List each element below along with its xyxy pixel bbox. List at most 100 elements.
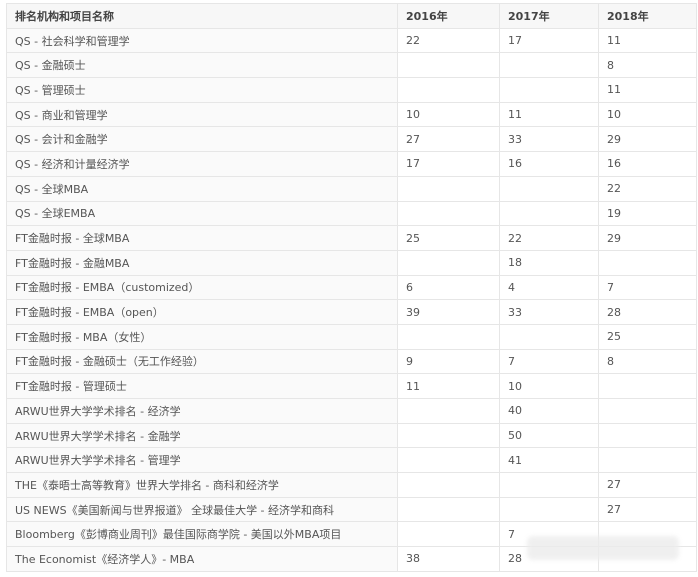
rank-2016-cell: 25 — [397, 225, 500, 251]
program-name-cell: QS - 金融硕士 — [6, 52, 398, 79]
program-name-cell: QS - 会计和金融学 — [6, 126, 398, 153]
rank-2018-cell: 25 — [598, 323, 697, 350]
rank-2018-cell — [598, 447, 697, 474]
rank-2018-cell — [598, 373, 697, 399]
program-name-cell: THE《泰晤士高等教育》世界大学排名 - 商科和经济学 — [6, 472, 398, 498]
program-name-cell: QS - 全球EMBA — [6, 200, 398, 227]
program-name-cell: Bloomberg《彭博商业周刊》最佳国际商学院 - 美国以外MBA项目 — [6, 521, 398, 548]
rank-2017-cell — [499, 77, 599, 103]
table-row: US NEWS《美国新闻与世界报道》 全球最佳大学 - 经济学和商科 27 — [6, 496, 697, 523]
rank-2018-cell: 7 — [598, 274, 697, 301]
rank-2016-cell — [397, 447, 500, 474]
program-name-cell: FT金融时报 - 管理硕士 — [6, 373, 398, 399]
rank-2016-cell: 22 — [397, 27, 500, 54]
rankings-table: 排名机构和项目名称 2016年 2017年 2018年 QS - 社会科学和管理… — [6, 3, 697, 572]
rank-2016-cell: 38 — [397, 546, 500, 572]
rank-2016-cell: 9 — [397, 348, 500, 375]
rank-2017-cell — [499, 175, 599, 202]
table-row: QS - 全球MBA 22 — [6, 175, 697, 202]
rank-2016-cell — [397, 175, 500, 202]
program-name-cell: FT金融时报 - 金融硕士（无工作经验） — [6, 348, 398, 375]
rank-2017-cell: 41 — [499, 447, 599, 474]
rank-2018-cell: 27 — [598, 496, 697, 523]
table-row: FT金融时报 - MBA（女性） 25 — [6, 323, 697, 350]
program-name-cell: FT金融时报 - EMBA（open） — [6, 299, 398, 325]
table-row: ARWU世界大学学术排名 - 管理学 41 — [6, 447, 697, 474]
rank-2016-cell: 10 — [397, 101, 500, 128]
rank-2016-cell — [397, 398, 500, 424]
program-name-cell: FT金融时报 - MBA（女性） — [6, 323, 398, 350]
rank-2016-cell — [397, 77, 500, 103]
rank-2016-cell — [397, 52, 500, 79]
rank-2016-cell: 17 — [397, 151, 500, 177]
rank-2018-cell: 10 — [598, 101, 697, 128]
program-name-cell: ARWU世界大学学术排名 - 金融学 — [6, 422, 398, 449]
rank-2016-cell: 6 — [397, 274, 500, 301]
rank-2017-cell: 4 — [499, 274, 599, 301]
table-row: QS - 社会科学和管理学 22 17 11 — [6, 27, 697, 54]
rank-2017-cell: 40 — [499, 398, 599, 424]
rank-2018-cell: 28 — [598, 299, 697, 325]
rank-2016-cell — [397, 496, 500, 523]
rank-2017-cell: 22 — [499, 225, 599, 251]
rank-2017-cell: 33 — [499, 126, 599, 153]
program-name-cell: QS - 经济和计量经济学 — [6, 151, 398, 177]
rank-2017-cell: 11 — [499, 101, 599, 128]
program-name-cell: ARWU世界大学学术排名 - 管理学 — [6, 447, 398, 474]
program-name-cell: QS - 社会科学和管理学 — [6, 27, 398, 54]
program-name-cell: QS - 商业和管理学 — [6, 101, 398, 128]
program-name-cell: FT金融时报 - 全球MBA — [6, 225, 398, 251]
rank-2018-cell: 29 — [598, 126, 697, 153]
rank-2018-cell: 8 — [598, 348, 697, 375]
table-row: QS - 管理硕士 11 — [6, 77, 697, 103]
rank-2017-cell: 18 — [499, 249, 599, 276]
header-2017: 2017年 — [499, 3, 599, 29]
rank-2017-cell: 33 — [499, 299, 599, 325]
rank-2017-cell: 17 — [499, 27, 599, 54]
table-row: ARWU世界大学学术排名 - 经济学 40 — [6, 398, 697, 424]
rank-2018-cell — [598, 422, 697, 449]
rank-2016-cell: 11 — [397, 373, 500, 399]
rank-2018-cell: 19 — [598, 200, 697, 227]
rank-2018-cell: 29 — [598, 225, 697, 251]
rank-2017-cell: 10 — [499, 373, 599, 399]
table-row: FT金融时报 - 金融MBA 18 — [6, 249, 697, 276]
watermark-blur — [527, 536, 679, 560]
rank-2016-cell: 27 — [397, 126, 500, 153]
table-row: QS - 商业和管理学 10 11 10 — [6, 101, 697, 128]
rank-2016-cell — [397, 249, 500, 276]
rank-2016-cell — [397, 422, 500, 449]
rank-2018-cell: 8 — [598, 52, 697, 79]
rank-2017-cell: 7 — [499, 348, 599, 375]
table-row: FT金融时报 - 管理硕士 11 10 — [6, 373, 697, 399]
rank-2018-cell — [598, 249, 697, 276]
rank-2016-cell — [397, 200, 500, 227]
program-name-cell: QS - 管理硕士 — [6, 77, 398, 103]
rank-2016-cell — [397, 472, 500, 498]
header-row: 排名机构和项目名称 2016年 2017年 2018年 — [6, 3, 697, 29]
program-name-cell: FT金融时报 - EMBA（customized） — [6, 274, 398, 301]
table-row: FT金融时报 - EMBA（open） 39 33 28 — [6, 299, 697, 325]
rank-2017-cell — [499, 200, 599, 227]
table-row: QS - 全球EMBA 19 — [6, 200, 697, 227]
table-row: FT金融时报 - 金融硕士（无工作经验） 9 7 8 — [6, 348, 697, 375]
header-2018: 2018年 — [598, 3, 697, 29]
table-row: QS - 经济和计量经济学 17 16 16 — [6, 151, 697, 177]
table-row: FT金融时报 - 全球MBA 25 22 29 — [6, 225, 697, 251]
rank-2018-cell: 27 — [598, 472, 697, 498]
rank-2018-cell: 16 — [598, 151, 697, 177]
header-program-name: 排名机构和项目名称 — [6, 3, 398, 29]
program-name-cell: US NEWS《美国新闻与世界报道》 全球最佳大学 - 经济学和商科 — [6, 496, 398, 523]
table-row: QS - 金融硕士 8 — [6, 52, 697, 79]
rank-2017-cell: 16 — [499, 151, 599, 177]
rank-2017-cell: 50 — [499, 422, 599, 449]
rank-2016-cell — [397, 521, 500, 548]
rank-2018-cell: 11 — [598, 77, 697, 103]
table-row: FT金融时报 - EMBA（customized） 6 4 7 — [6, 274, 697, 301]
rank-2016-cell — [397, 323, 500, 350]
rank-2016-cell: 39 — [397, 299, 500, 325]
program-name-cell: FT金融时报 - 金融MBA — [6, 249, 398, 276]
table-row: ARWU世界大学学术排名 - 金融学 50 — [6, 422, 697, 449]
rank-2017-cell — [499, 52, 599, 79]
header-2016: 2016年 — [397, 3, 500, 29]
